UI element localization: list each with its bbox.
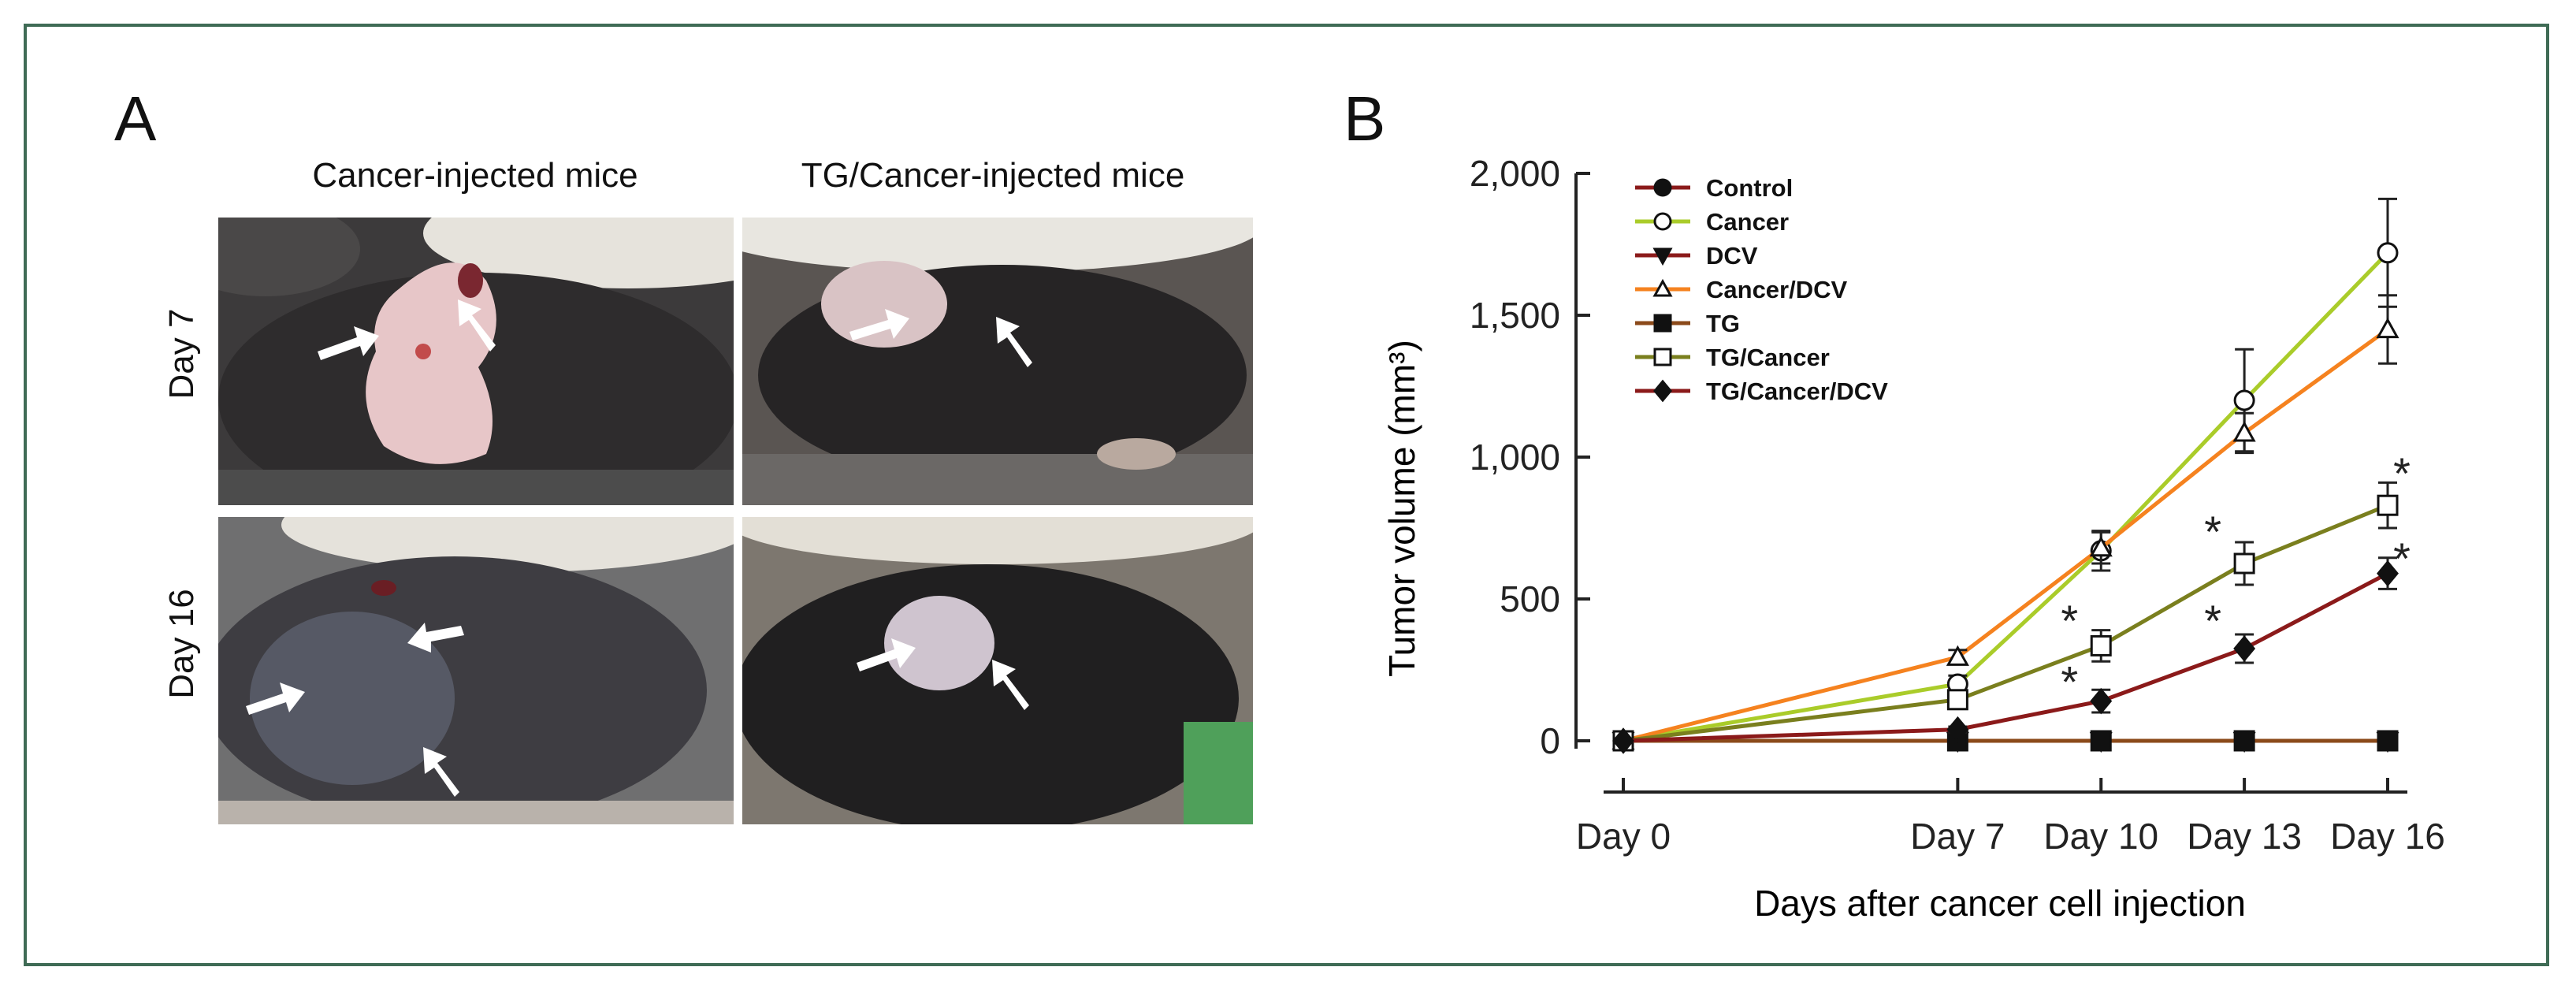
- data-point: [1946, 645, 1969, 666]
- y-tick-label: 1,000: [1470, 437, 1560, 478]
- data-point: [2233, 730, 2255, 752]
- data-point: [2233, 389, 2255, 411]
- data-point: [1946, 689, 1968, 711]
- legend-marker: [1653, 212, 1672, 231]
- arrow-icon: [458, 299, 496, 351]
- legend-label: TG: [1706, 310, 1740, 337]
- x-tick-label: Day 16: [2330, 816, 2445, 857]
- arrow-icon: [423, 747, 459, 797]
- photo-tg-cancer-day16: [742, 517, 1253, 824]
- data-point: [2233, 552, 2255, 575]
- legend-marker: [1653, 314, 1672, 333]
- x-tick-label: Day 7: [1910, 816, 2005, 857]
- legend-marker: [1653, 379, 1672, 403]
- significance-asterisk: *: [2393, 448, 2411, 498]
- legend-label: Control: [1706, 174, 1793, 202]
- x-tick-label: Day 10: [2043, 816, 2158, 857]
- series-tg-cancer: [1612, 481, 2399, 752]
- column-header-cancer: Cancer-injected mice: [312, 156, 638, 195]
- legend-marker: [1653, 348, 1672, 366]
- significance-asterisk: *: [2061, 657, 2078, 707]
- legend-marker: [1652, 278, 1673, 297]
- data-point: [2376, 317, 2399, 339]
- series-line: [1623, 571, 2389, 743]
- arrow-icon: [857, 638, 916, 671]
- series-cancer-dcv: [1611, 294, 2399, 750]
- photo-cancer-day7: [218, 218, 734, 505]
- panel-b-letter: B: [1344, 84, 1386, 154]
- legend-marker: [1653, 178, 1672, 197]
- data-point: [1612, 727, 1634, 754]
- significance-asterisk: *: [2061, 596, 2078, 645]
- data-point: [2377, 494, 2399, 516]
- x-tick-label: Day 0: [1576, 816, 1671, 857]
- arrow-icon: [407, 623, 464, 653]
- panel-a-letter: A: [114, 84, 157, 154]
- row-label-day16: Day 16: [162, 589, 201, 699]
- series-tg: [1612, 730, 2399, 752]
- x-axis-label: Days after cancer cell injection: [1754, 883, 2246, 924]
- data-point: [2089, 536, 2113, 557]
- data-point: [2377, 242, 2399, 264]
- photo-tg-cancer-day7: [742, 218, 1253, 505]
- tumor-volume-chart: 0 500 1,000 1,500 2,000 Day 0 Day 7 Day 10 Day 1…: [1381, 153, 2445, 924]
- data-point: [1946, 716, 1969, 743]
- data-point: [2233, 635, 2256, 662]
- arrow-icon: [246, 682, 305, 715]
- arrow-icon: [849, 309, 909, 340]
- y-tick-label: 2,000: [1470, 153, 1560, 194]
- y-tick-label: 1,500: [1470, 295, 1560, 336]
- y-tick-label: 500: [1500, 578, 1560, 619]
- legend-label: TG/Cancer/DCV: [1706, 377, 1888, 405]
- legend-label: DCV: [1706, 242, 1758, 270]
- row-label-day7: Day 7: [162, 308, 201, 400]
- arrow-icon: [318, 326, 379, 360]
- data-point: [2377, 730, 2399, 752]
- data-point: [2090, 634, 2112, 656]
- significance-asterisk: *: [2393, 534, 2411, 583]
- y-axis-label: Tumor volume (mm³): [1381, 340, 1422, 677]
- data-point: [2377, 560, 2399, 587]
- legend-label: TG/Cancer: [1706, 344, 1830, 371]
- data-point: [2090, 687, 2113, 715]
- legend-label: Cancer/DCV: [1706, 276, 1847, 303]
- x-tick-label: Day 13: [2187, 816, 2302, 857]
- data-point: [2090, 730, 2112, 752]
- significance-asterisk: *: [2204, 507, 2221, 556]
- photo-cancer-day16: [218, 517, 734, 824]
- significance-asterisk: *: [2204, 596, 2221, 645]
- series-tg-cancer-dcv: [1612, 556, 2399, 754]
- y-tick-label: 0: [1540, 720, 1560, 761]
- legend-label: Cancer: [1706, 208, 1789, 236]
- data-point: [2232, 421, 2256, 442]
- legend-marker: [1652, 247, 1673, 266]
- figure-frame: [24, 24, 2549, 966]
- arrow-icon: [996, 317, 1032, 367]
- arrow-icon: [992, 660, 1029, 710]
- column-header-tg-cancer: TG/Cancer-injected mice: [801, 156, 1185, 195]
